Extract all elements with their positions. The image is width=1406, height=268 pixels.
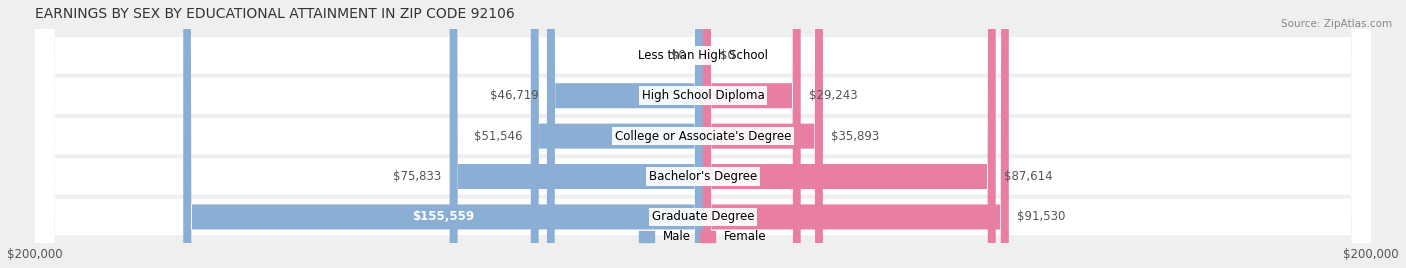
Text: $155,559: $155,559 [412,210,474,224]
FancyBboxPatch shape [450,0,703,268]
Text: High School Diploma: High School Diploma [641,89,765,102]
FancyBboxPatch shape [35,0,1371,268]
FancyBboxPatch shape [531,0,703,268]
FancyBboxPatch shape [703,0,823,268]
FancyBboxPatch shape [35,0,1371,268]
Legend: Male, Female: Male, Female [634,226,772,248]
Text: $0: $0 [672,49,686,62]
Text: $0: $0 [720,49,734,62]
Text: EARNINGS BY SEX BY EDUCATIONAL ATTAINMENT IN ZIP CODE 92106: EARNINGS BY SEX BY EDUCATIONAL ATTAINMEN… [35,7,515,21]
Text: Source: ZipAtlas.com: Source: ZipAtlas.com [1281,19,1392,29]
Text: College or Associate's Degree: College or Associate's Degree [614,130,792,143]
Text: $46,719: $46,719 [489,89,538,102]
FancyBboxPatch shape [547,0,703,268]
Text: Less than High School: Less than High School [638,49,768,62]
Text: $87,614: $87,614 [1004,170,1053,183]
Text: $29,243: $29,243 [808,89,858,102]
FancyBboxPatch shape [35,0,1371,268]
FancyBboxPatch shape [35,0,1371,268]
Text: Graduate Degree: Graduate Degree [652,210,754,224]
Text: Bachelor's Degree: Bachelor's Degree [650,170,756,183]
FancyBboxPatch shape [703,0,995,268]
Text: $91,530: $91,530 [1017,210,1066,224]
Text: $51,546: $51,546 [474,130,523,143]
FancyBboxPatch shape [183,0,703,268]
FancyBboxPatch shape [703,0,800,268]
Text: $75,833: $75,833 [394,170,441,183]
FancyBboxPatch shape [35,0,1371,268]
Text: $35,893: $35,893 [831,130,880,143]
FancyBboxPatch shape [703,0,1010,268]
